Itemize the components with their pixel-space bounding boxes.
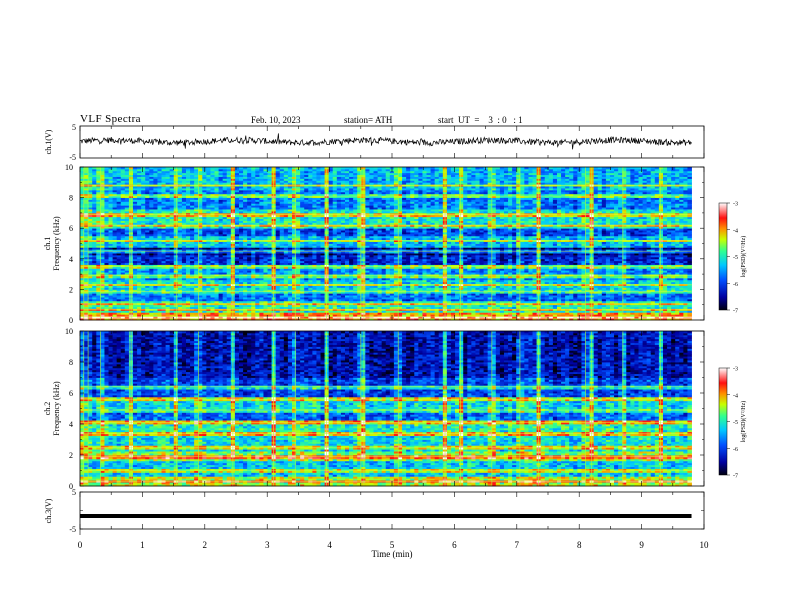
p2-cells bbox=[80, 167, 692, 320]
cb1-label: log(PSD)(V²/Hz) bbox=[740, 236, 747, 277]
cb1-scale bbox=[719, 203, 727, 310]
ch1-ytick-label: 5 bbox=[72, 123, 76, 132]
ch3-waveform-frame bbox=[80, 492, 704, 529]
vlf-figure: 5-5ch.1(V) 0246810ch.1 Frequency (kHz) 02… bbox=[0, 0, 792, 612]
cb2-tick-label: -5 bbox=[733, 420, 738, 426]
cb2-tick-label: -6 bbox=[733, 447, 738, 453]
ch3-waveform-panel: 5 -5 ch.3(V) bbox=[44, 488, 704, 534]
p2-ytick-label: 10 bbox=[65, 163, 73, 172]
cb2-scale bbox=[719, 368, 727, 475]
p2-ytick-label: 0 bbox=[69, 316, 73, 325]
p3-ytick-label: 4 bbox=[69, 420, 73, 429]
p2-ytick-label: 2 bbox=[69, 285, 73, 294]
ch3-ytick-label: 5 bbox=[72, 488, 76, 497]
x-tick-label: 10 bbox=[700, 540, 710, 550]
x-tick-label: 2 bbox=[203, 540, 208, 550]
ch2-colorbar: -3 -4 -5 -6 -7 log(PSD)(V²/Hz) bbox=[719, 367, 747, 480]
x-tick-label: 4 bbox=[327, 540, 332, 550]
p3-ytick-label: 10 bbox=[65, 327, 73, 336]
cb1-tick-label: -5 bbox=[733, 255, 738, 261]
cb1-tick-label: -4 bbox=[733, 228, 738, 234]
p2-channel-label: ch.1 bbox=[43, 237, 52, 251]
x-tick-label: 6 bbox=[452, 540, 457, 550]
p3-ytick-label: 6 bbox=[69, 389, 73, 398]
x-tick-label: 9 bbox=[639, 540, 644, 550]
ch1-waveform-line bbox=[80, 133, 692, 149]
p2-ytick-label: 8 bbox=[69, 194, 73, 203]
x-axis-label: Time (min) bbox=[372, 549, 413, 559]
x-tick-label: 8 bbox=[577, 540, 582, 550]
ch1-ytick-label: -5 bbox=[69, 153, 76, 162]
ch1-colorbar: -3 -4 -5 -6 -7 log(PSD)(V²/Hz) bbox=[719, 202, 747, 315]
p3-ytick-label: 8 bbox=[69, 358, 73, 367]
p3-ytick-label: 2 bbox=[69, 451, 73, 460]
cb2-tick-label: -4 bbox=[733, 393, 738, 399]
p2-ytick-label: 4 bbox=[69, 255, 73, 264]
p3-channel-label: ch.2 bbox=[43, 402, 52, 416]
p2-ylabel: Frequency (kHz) bbox=[52, 216, 61, 271]
p2-ytick-label: 6 bbox=[69, 224, 73, 233]
ch1-waveform-panel: 5 -5 ch.1(V) bbox=[44, 123, 704, 162]
cb2-label: log(PSD)(V²/Hz) bbox=[740, 401, 747, 442]
cb2-tick-label: -7 bbox=[733, 474, 738, 480]
p3-ylabel: Frequency (kHz) bbox=[52, 381, 61, 436]
x-tick-label: 0 bbox=[78, 540, 83, 550]
x-tick-label: 7 bbox=[515, 540, 520, 550]
cb1-tick-label: -7 bbox=[733, 309, 738, 315]
x-tick-label: 3 bbox=[265, 540, 270, 550]
x-tick-label: 1 bbox=[140, 540, 145, 550]
cb1-tick-label: -3 bbox=[733, 202, 738, 208]
ch1-spectrogram-panel: 0 2 4 6 8 10 ch.1 Frequency (kHz) bbox=[43, 163, 704, 325]
ch1-ylabel: ch.1(V) bbox=[44, 129, 53, 154]
cb1-tick-label: -6 bbox=[733, 282, 738, 288]
ch3-ylabel: ch.3(V) bbox=[44, 498, 53, 523]
ch3-ytick-label: -5 bbox=[69, 525, 76, 534]
cb2-tick-label: -3 bbox=[733, 367, 738, 373]
p3-cells bbox=[80, 331, 692, 486]
